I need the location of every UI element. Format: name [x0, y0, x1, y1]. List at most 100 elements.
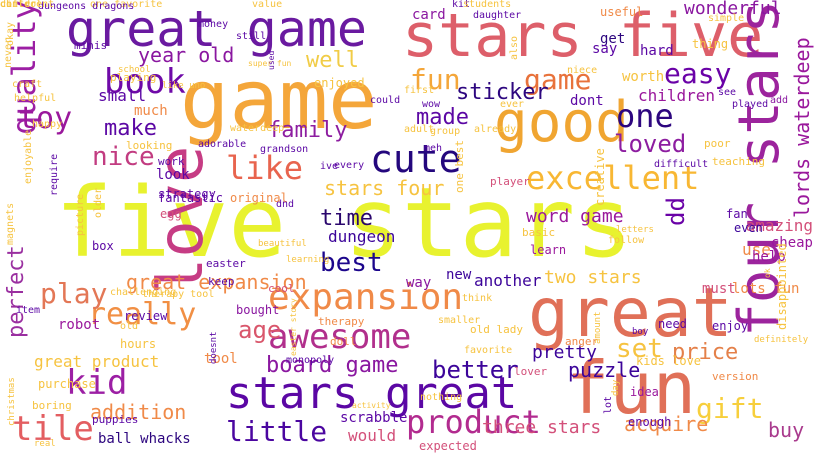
word: review: [124, 309, 168, 323]
word: cool: [268, 282, 295, 295]
word: scrabble: [340, 410, 408, 426]
word: ive: [320, 161, 339, 172]
word: work: [158, 155, 185, 168]
word: easter: [206, 257, 246, 270]
word: therapy tool: [142, 289, 215, 300]
word: product: [406, 403, 541, 441]
word: stars great: [226, 368, 518, 419]
word: version: [712, 370, 759, 383]
word: magnets: [5, 202, 16, 245]
word: simple: [708, 13, 745, 24]
word: enjoy: [712, 319, 749, 333]
word: minis: [74, 39, 108, 52]
word: strategy: [158, 187, 216, 201]
word: easy: [664, 57, 732, 90]
word: meh: [424, 143, 443, 154]
word: puzzle: [568, 358, 641, 382]
word: hours: [120, 337, 157, 351]
word: poor: [704, 137, 731, 150]
word: daughter: [473, 10, 522, 21]
word: acquire: [624, 412, 709, 436]
word: dnd: [276, 199, 295, 210]
word: fantastic: [158, 191, 224, 205]
word: letters: [616, 225, 654, 235]
word: game: [180, 53, 378, 148]
word: basic: [522, 226, 556, 239]
word: bought: [236, 303, 280, 317]
word: lords waterdeep: [790, 37, 814, 218]
word: expansion: [268, 277, 464, 318]
word: helpful: [14, 93, 57, 104]
word: year old: [138, 43, 235, 67]
word: kids love: [636, 354, 702, 368]
word: old lady: [470, 323, 523, 336]
word: thing: [692, 37, 729, 51]
word: tool: [204, 351, 238, 367]
word: value: [252, 0, 283, 10]
word: stars four: [324, 176, 445, 200]
word: pretty: [532, 342, 598, 363]
word: see: [718, 87, 737, 98]
word: hard: [640, 43, 674, 59]
word: time: [320, 206, 373, 231]
word: one: [616, 97, 674, 135]
word: must: [702, 281, 736, 297]
word: little: [226, 415, 328, 448]
word: definitely: [754, 335, 809, 345]
word: amazing: [745, 216, 813, 235]
word: never: [3, 37, 14, 68]
word: fan: [726, 207, 748, 221]
word: lot: [603, 395, 614, 414]
word: niece: [567, 65, 598, 76]
word: great: [528, 274, 733, 353]
word: way: [406, 275, 432, 291]
word: add: [770, 95, 789, 106]
word: set: [616, 334, 663, 364]
word: box: [92, 239, 114, 253]
word: christmas: [7, 377, 17, 426]
word: robot: [58, 317, 101, 333]
word: happy: [32, 119, 63, 130]
word: easter story: [289, 298, 298, 356]
word: kit: [452, 0, 471, 10]
word: look: [156, 167, 190, 183]
word: loved: [614, 130, 687, 158]
word: play: [40, 277, 108, 310]
word: get: [600, 31, 626, 47]
word: made: [416, 105, 469, 130]
word: toy: [18, 101, 73, 136]
word: really: [88, 297, 197, 332]
word: child: [0, 0, 31, 10]
word: original: [230, 191, 288, 205]
word: nice: [92, 142, 155, 172]
word: board game: [266, 353, 399, 378]
word: enjoyable: [23, 129, 34, 184]
word: teaching: [712, 155, 765, 168]
word: dungeons dragons: [38, 1, 135, 12]
word: expected: [419, 439, 477, 453]
word: looking: [126, 139, 173, 152]
word: money: [198, 19, 229, 30]
word: beautiful: [258, 239, 307, 249]
word: require: [49, 153, 60, 196]
word: ball whacks: [98, 431, 191, 447]
word: every: [334, 160, 365, 171]
word: ever: [500, 99, 525, 110]
word: perfect: [4, 245, 29, 338]
word: stars five: [402, 1, 764, 71]
word: lover: [514, 365, 548, 378]
word: school: [118, 65, 151, 75]
word: doll: [330, 335, 357, 348]
word: dungeon: [328, 227, 396, 246]
word: idea: [630, 385, 659, 399]
word: like: [226, 149, 304, 187]
word: egg: [160, 207, 182, 221]
word: fun: [410, 63, 461, 96]
word: another: [474, 271, 542, 290]
word: kid: [66, 363, 128, 403]
word: adorable: [198, 139, 247, 150]
word: picture: [75, 193, 86, 236]
word: amount: [593, 311, 603, 344]
word: great expansion: [126, 270, 307, 294]
